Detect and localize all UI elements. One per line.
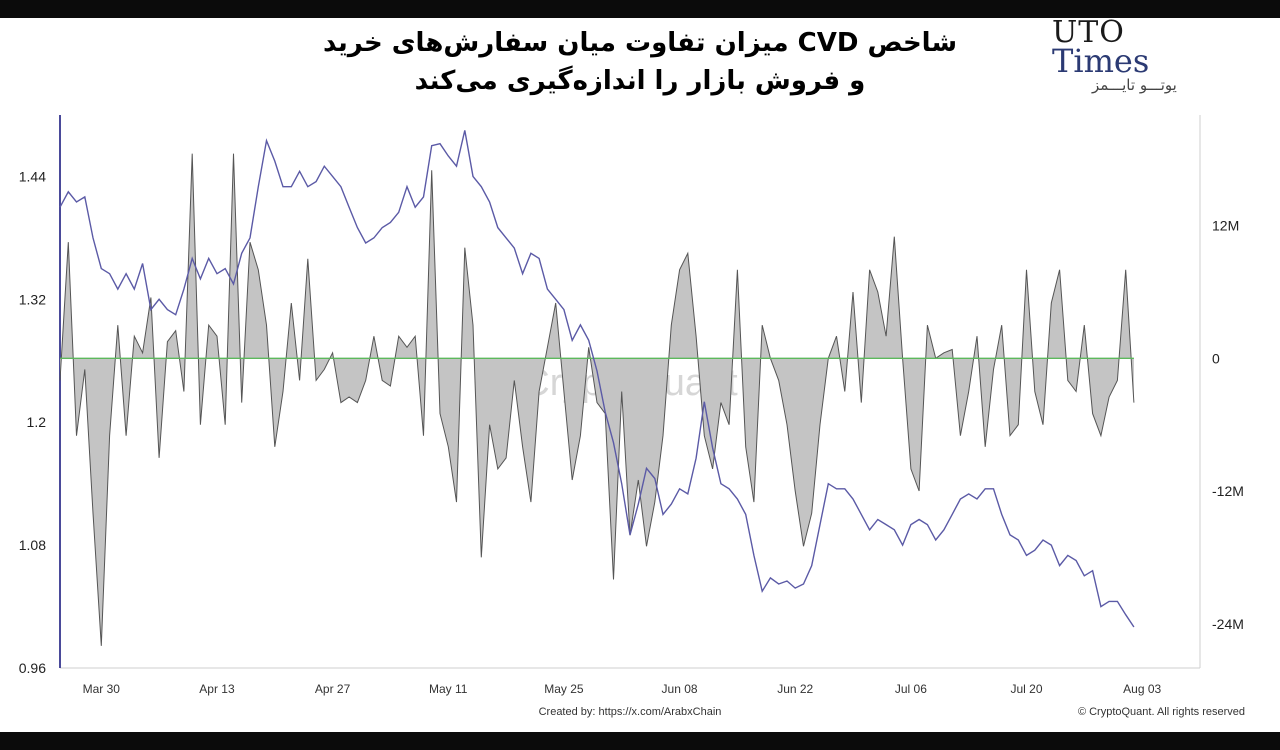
- footer-created-by: Created by: https://x.com/ArabxChain: [539, 706, 722, 718]
- left-tick-label: 1.32: [19, 291, 46, 307]
- x-tick-label: May 25: [544, 682, 584, 696]
- price-line: [59, 130, 1135, 628]
- left-tick-label: 1.44: [19, 168, 46, 184]
- x-tick-label: Apr 13: [199, 682, 235, 696]
- axes: 1.44 1.32 1.2 1.08 0.96 12M 0 -12M -24M Mar 30 Apr…: [19, 168, 1244, 696]
- left-tick-label: 1.2: [27, 414, 47, 430]
- left-tick-label: 1.08: [19, 537, 46, 553]
- cvd-outline: [59, 153, 1135, 646]
- logo-line-2: Times: [1052, 42, 1150, 80]
- right-tick-label: -24M: [1212, 616, 1244, 632]
- right-tick-label: 0: [1212, 350, 1220, 366]
- x-tick-label: May 11: [429, 682, 468, 696]
- x-tick-label: Apr 27: [315, 682, 351, 696]
- x-tick-label: Mar 30: [83, 682, 121, 696]
- footer-copyright: © CryptoQuant. All rights reserved: [1078, 706, 1245, 718]
- chart-title: شاخص CVD میزان تفاوت میان سفارش‌های خرید…: [250, 24, 1030, 100]
- x-tick-label: Jun 08: [662, 682, 698, 696]
- price-line-series: [59, 130, 1135, 628]
- title-line-1: شاخص CVD میزان تفاوت میان سفارش‌های خرید: [322, 28, 958, 58]
- x-tick-label: Jun 22: [777, 682, 813, 696]
- x-tick-label: Jul 20: [1011, 682, 1043, 696]
- logo-line-1: UTO: [1052, 15, 1125, 50]
- x-tick-label: Aug 03: [1123, 682, 1161, 696]
- logo-line-3: یوتـــو تایـــمز: [1092, 76, 1177, 94]
- left-tick-label: 0.96: [19, 660, 46, 676]
- uto-times-logo: UTO Times یوتـــو تایـــمز: [1052, 15, 1192, 95]
- x-tick-label: Jul 06: [895, 682, 927, 696]
- cvd-area-series: [59, 153, 1135, 646]
- title-line-2: و فروش بازار را اندازه‌گیری می‌کند: [414, 66, 866, 96]
- right-tick-label: 12M: [1212, 218, 1239, 234]
- right-tick-label: -12M: [1212, 483, 1244, 499]
